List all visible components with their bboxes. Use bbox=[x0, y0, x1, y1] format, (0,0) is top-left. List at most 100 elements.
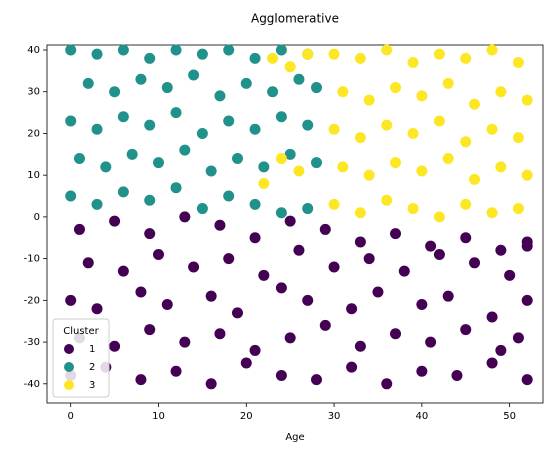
point bbox=[214, 90, 226, 102]
point bbox=[223, 115, 235, 127]
point bbox=[460, 324, 472, 336]
legend-title: Cluster bbox=[63, 326, 99, 337]
legend-label: 1 bbox=[89, 344, 95, 355]
point bbox=[390, 82, 402, 94]
point bbox=[328, 123, 340, 135]
point bbox=[486, 311, 498, 323]
point bbox=[407, 127, 419, 139]
point bbox=[381, 194, 393, 206]
point bbox=[346, 303, 358, 315]
point bbox=[319, 223, 331, 235]
point bbox=[442, 290, 454, 302]
point bbox=[354, 340, 366, 352]
point bbox=[495, 161, 507, 173]
y-tick-label: -20 bbox=[24, 295, 40, 306]
legend-box bbox=[52, 318, 110, 398]
point bbox=[205, 378, 217, 390]
point bbox=[170, 365, 182, 377]
point bbox=[381, 44, 393, 56]
point bbox=[442, 152, 454, 164]
point bbox=[469, 98, 481, 110]
point bbox=[302, 48, 314, 60]
point bbox=[275, 44, 287, 56]
point bbox=[65, 190, 77, 202]
point bbox=[469, 257, 481, 269]
point bbox=[109, 86, 121, 98]
y-tick-label: 30 bbox=[27, 87, 40, 98]
point bbox=[205, 165, 217, 177]
point bbox=[425, 240, 437, 252]
legend-marker bbox=[64, 362, 74, 372]
point bbox=[126, 148, 138, 160]
point bbox=[460, 52, 472, 64]
point bbox=[495, 244, 507, 256]
point bbox=[512, 57, 524, 69]
point bbox=[495, 86, 507, 98]
point bbox=[214, 219, 226, 231]
point bbox=[135, 73, 147, 85]
point bbox=[328, 48, 340, 60]
point bbox=[65, 294, 77, 306]
legend: Cluster 1 2 3 bbox=[52, 318, 110, 398]
point bbox=[486, 44, 498, 56]
point bbox=[249, 198, 261, 210]
point bbox=[135, 286, 147, 298]
legend-label: 2 bbox=[89, 362, 95, 373]
point bbox=[249, 232, 261, 244]
point bbox=[302, 119, 314, 131]
point bbox=[267, 52, 279, 64]
y-tick-label: 20 bbox=[27, 128, 40, 139]
point bbox=[521, 374, 533, 386]
point bbox=[240, 77, 252, 89]
point bbox=[214, 328, 226, 340]
point bbox=[460, 198, 472, 210]
point bbox=[161, 299, 173, 311]
point bbox=[416, 165, 428, 177]
point bbox=[521, 236, 533, 248]
point bbox=[65, 115, 77, 127]
point bbox=[407, 57, 419, 69]
point bbox=[328, 261, 340, 273]
point bbox=[275, 369, 287, 381]
point bbox=[433, 48, 445, 60]
point bbox=[258, 269, 270, 281]
point bbox=[486, 357, 498, 369]
point bbox=[275, 282, 287, 294]
point bbox=[258, 178, 270, 190]
point bbox=[346, 361, 358, 373]
x-tick-label: 10 bbox=[152, 411, 165, 422]
point bbox=[179, 211, 191, 223]
point bbox=[144, 228, 156, 240]
point bbox=[433, 248, 445, 260]
point bbox=[416, 90, 428, 102]
x-axis-label: Age bbox=[285, 432, 304, 443]
point bbox=[144, 52, 156, 64]
points bbox=[65, 44, 533, 390]
point bbox=[311, 82, 323, 94]
point bbox=[398, 265, 410, 277]
point bbox=[82, 77, 94, 89]
plot-frame bbox=[46, 44, 544, 404]
point bbox=[372, 286, 384, 298]
point bbox=[486, 207, 498, 219]
point bbox=[381, 378, 393, 390]
point bbox=[117, 111, 129, 123]
y-tick-label: -30 bbox=[24, 337, 40, 348]
point bbox=[311, 157, 323, 169]
point bbox=[109, 215, 121, 227]
point bbox=[521, 294, 533, 306]
point bbox=[284, 61, 296, 73]
point bbox=[100, 161, 112, 173]
point bbox=[223, 44, 235, 56]
legend-marker bbox=[64, 344, 74, 354]
point bbox=[363, 169, 375, 181]
y-tick-label: 10 bbox=[27, 170, 40, 181]
x-tick-label: 20 bbox=[240, 411, 253, 422]
point bbox=[152, 157, 164, 169]
point bbox=[512, 203, 524, 215]
point bbox=[82, 257, 94, 269]
point bbox=[91, 198, 103, 210]
point bbox=[521, 94, 533, 106]
point bbox=[354, 52, 366, 64]
point bbox=[293, 244, 305, 256]
